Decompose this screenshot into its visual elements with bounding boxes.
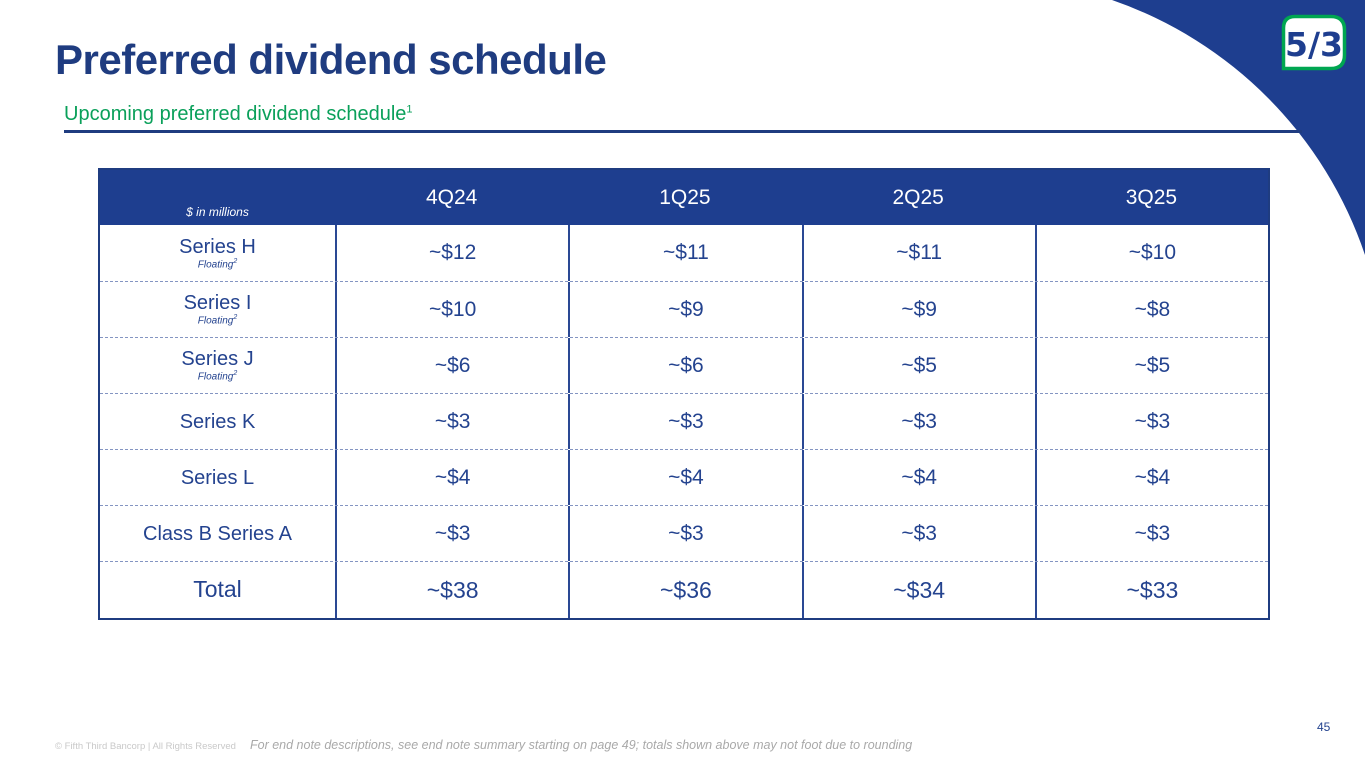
fifth-third-logo-icon: 5/3	[1281, 14, 1347, 71]
page-title: Preferred dividend schedule	[55, 36, 607, 83]
table-row: Series H Floating2 ~$12 ~$11 ~$11 ~$10	[100, 225, 1268, 281]
row-value: ~$10	[1034, 225, 1268, 281]
column-header-1q25: 1Q25	[659, 185, 711, 209]
row-label: Series J	[181, 348, 254, 371]
page-number: 45	[1317, 720, 1331, 734]
dividend-schedule-table: $ in millions 4Q24 1Q25 2Q25 3Q25 Series…	[98, 168, 1270, 620]
section-title-superscript: 1	[406, 103, 413, 116]
table-total-row: Total ~$38 ~$36 ~$34 ~$33	[100, 561, 1268, 618]
row-value: ~$9	[568, 282, 801, 337]
row-value: ~$3	[568, 506, 801, 561]
row-value: ~$12	[335, 225, 568, 281]
row-value: ~$11	[568, 225, 801, 281]
row-value: ~$4	[335, 450, 568, 505]
row-value: ~$11	[801, 225, 1035, 281]
row-label: Series K	[179, 410, 256, 433]
copyright-text: © Fifth Third Bancorp | All Rights Reser…	[55, 741, 236, 752]
row-value: ~$9	[801, 282, 1035, 337]
row-label: Total	[193, 576, 242, 603]
row-value: ~$36	[568, 562, 801, 618]
endnote-text: For end note descriptions, see end note …	[250, 738, 913, 752]
column-header-2q25: 2Q25	[892, 185, 944, 209]
row-label: Series I	[183, 292, 252, 315]
row-value: ~$3	[335, 506, 568, 561]
row-value: ~$4	[801, 450, 1035, 505]
logo-glyph: 5/3	[1285, 25, 1343, 64]
table-row: Series K ~$3 ~$3 ~$3 ~$3	[100, 393, 1268, 449]
section-divider	[64, 130, 1302, 133]
row-value: ~$3	[1034, 394, 1268, 449]
column-header-4q24: 4Q24	[425, 185, 478, 209]
row-value: ~$34	[801, 562, 1035, 618]
row-value: ~$6	[335, 338, 568, 393]
row-sublabel: Floating2	[197, 257, 238, 271]
table-row: Series I Floating2 ~$10 ~$9 ~$9 ~$8	[100, 281, 1268, 337]
row-value: ~$4	[568, 450, 801, 505]
row-value: ~$6	[568, 338, 801, 393]
table-row: Class B Series A ~$3 ~$3 ~$3 ~$3	[100, 505, 1268, 561]
row-value: ~$3	[801, 506, 1035, 561]
table-row: Series J Floating2 ~$6 ~$6 ~$5 ~$5	[100, 337, 1268, 393]
row-label: Series H	[179, 235, 256, 258]
column-header-3q25: 3Q25	[1125, 185, 1178, 209]
row-value: ~$38	[335, 562, 568, 618]
table-row: Series L ~$4 ~$4 ~$4 ~$4	[100, 449, 1268, 505]
row-value: ~$3	[801, 394, 1035, 449]
row-value: ~$5	[1034, 338, 1268, 393]
row-sublabel: Floating2	[197, 314, 238, 327]
row-label: Class B Series A	[143, 522, 292, 545]
section-title-text: Upcoming preferred dividend schedule	[64, 103, 407, 125]
unit-label: $ in millions	[186, 205, 249, 219]
row-sublabel: Floating2	[197, 370, 238, 383]
row-value: ~$10	[335, 282, 568, 337]
row-label: Series L	[180, 466, 255, 489]
table-header-row: $ in millions 4Q24 1Q25 2Q25 3Q25	[100, 170, 1268, 225]
row-value: ~$8	[1034, 282, 1268, 337]
row-value: ~$4	[1034, 450, 1268, 505]
row-value: ~$5	[801, 338, 1035, 393]
table-body: Series H Floating2 ~$12 ~$11 ~$11 ~$10 S…	[100, 225, 1268, 618]
row-value: ~$3	[335, 394, 568, 449]
row-value: ~$33	[1034, 562, 1268, 618]
row-value: ~$3	[568, 394, 801, 449]
row-value: ~$3	[1034, 506, 1268, 561]
section-title: Upcoming preferred dividend schedule1	[64, 103, 413, 126]
